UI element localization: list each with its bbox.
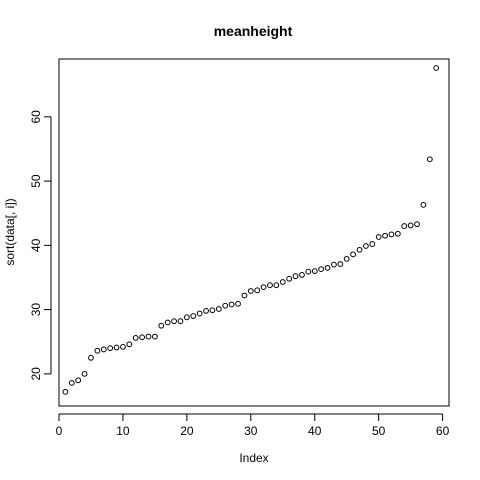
data-point: [343, 255, 350, 262]
y-tick-label: 20: [29, 367, 43, 381]
data-point: [158, 322, 165, 329]
x-tick-label: 10: [116, 424, 130, 438]
data-point: [126, 341, 133, 348]
data-point: [235, 300, 241, 307]
y-axis-label: sort(data[, i]): [3, 198, 17, 265]
data-point: [177, 318, 184, 325]
data-point: [260, 284, 267, 291]
data-point: [337, 261, 344, 267]
data-point: [369, 241, 376, 247]
data-points: [62, 65, 440, 395]
chart-title: meanheight: [214, 23, 293, 39]
data-point: [375, 234, 382, 240]
data-point: [286, 275, 293, 282]
data-point: [254, 287, 261, 294]
data-point: [62, 388, 69, 395]
data-point: [382, 232, 388, 239]
data-point: [426, 156, 433, 163]
x-tick-label: 50: [372, 424, 386, 438]
data-point: [209, 307, 216, 314]
data-point: [407, 222, 414, 229]
data-point: [388, 231, 395, 238]
data-point: [414, 221, 420, 228]
data-point: [362, 243, 369, 249]
data-point: [241, 292, 248, 299]
data-point: [164, 319, 171, 326]
data-point: [196, 310, 203, 317]
data-point: [171, 318, 177, 325]
data-point: [420, 201, 427, 208]
data-point: [88, 354, 94, 361]
data-point: [247, 288, 254, 294]
data-point: [305, 268, 312, 275]
data-point: [318, 266, 325, 273]
data-point: [228, 301, 235, 308]
data-point: [433, 65, 440, 71]
data-point: [350, 251, 356, 258]
data-point: [139, 334, 146, 341]
data-point: [273, 282, 280, 289]
data-point: [132, 334, 139, 341]
y-tick-label: 50: [29, 174, 43, 188]
data-point: [203, 307, 209, 314]
data-point: [356, 246, 363, 253]
x-tick-label: 20: [180, 424, 194, 438]
x-axis-label: Index: [239, 451, 268, 465]
y-axis: 20 30 40 50 60: [29, 110, 52, 381]
data-point: [120, 343, 126, 350]
x-axis: 0 10 20 30 40 50 60: [56, 413, 450, 438]
y-tick-label: 30: [29, 303, 43, 317]
data-point: [75, 377, 82, 384]
data-point: [267, 282, 273, 289]
x-tick-label: 60: [436, 424, 450, 438]
data-point: [94, 347, 101, 354]
data-point: [81, 370, 88, 377]
data-point: [145, 333, 152, 340]
data-point: [299, 272, 305, 278]
data-point: [324, 264, 331, 271]
data-point: [394, 230, 401, 237]
data-point: [183, 314, 190, 321]
data-point: [311, 268, 318, 274]
data-point: [401, 223, 408, 229]
data-point: [68, 379, 75, 386]
data-point: [292, 273, 299, 280]
data-point: [152, 333, 158, 340]
data-point: [279, 279, 286, 285]
x-tick-label: 40: [308, 424, 322, 438]
data-point: [113, 344, 120, 351]
data-point: [107, 345, 114, 352]
data-point: [100, 346, 107, 353]
y-tick-label: 40: [29, 238, 43, 252]
data-point: [190, 313, 197, 319]
plot-frame: [58, 58, 450, 407]
data-point: [215, 306, 222, 312]
data-point: [222, 302, 229, 309]
x-tick-label: 30: [244, 424, 258, 438]
data-point: [331, 261, 337, 268]
y-tick-label: 60: [29, 110, 43, 124]
x-tick-label: 0: [56, 424, 63, 438]
